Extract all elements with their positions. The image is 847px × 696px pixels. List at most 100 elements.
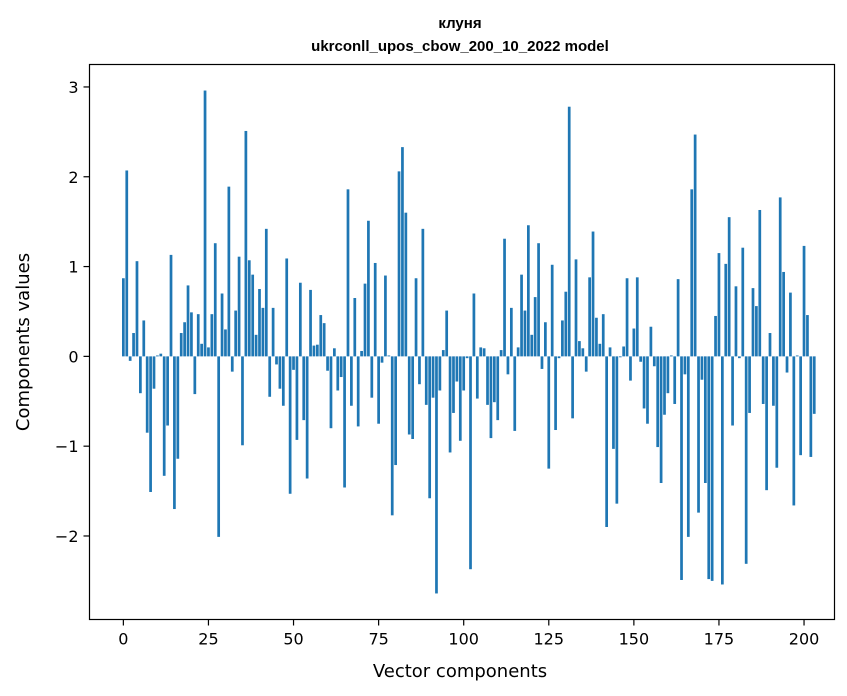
bar xyxy=(629,356,632,381)
bar xyxy=(200,343,203,357)
bar xyxy=(554,356,557,431)
bar xyxy=(486,356,489,405)
bar xyxy=(768,333,772,357)
bar xyxy=(244,130,248,357)
bar xyxy=(663,356,666,415)
bar xyxy=(683,356,687,375)
bar xyxy=(295,356,299,440)
bar xyxy=(469,356,472,570)
bar xyxy=(254,334,258,357)
bar xyxy=(312,345,316,357)
bar xyxy=(656,356,660,448)
bar xyxy=(561,320,564,357)
bar xyxy=(724,263,728,357)
bar xyxy=(329,356,333,429)
bar xyxy=(666,356,670,394)
bar xyxy=(751,288,755,357)
y-axis-ticks: −2 −1 0 1 2 3 xyxy=(55,78,90,546)
bar xyxy=(693,134,697,357)
bar xyxy=(700,356,704,380)
bar xyxy=(598,343,602,357)
bar xyxy=(622,346,626,357)
bar xyxy=(632,328,636,357)
bar xyxy=(125,170,129,357)
x-tick-label: 150 xyxy=(619,630,650,649)
bar xyxy=(748,356,751,413)
bar xyxy=(407,356,411,435)
bar xyxy=(584,356,588,372)
bar xyxy=(339,356,343,378)
bar xyxy=(795,355,799,357)
bar xyxy=(387,355,391,357)
y-tick-label: 2 xyxy=(68,168,78,187)
x-tick-label: 25 xyxy=(198,630,218,649)
bar xyxy=(520,274,523,357)
bar xyxy=(673,356,677,404)
bar xyxy=(275,356,278,365)
bar xyxy=(247,260,251,357)
bar xyxy=(639,356,643,362)
bar xyxy=(527,225,530,357)
bar xyxy=(169,254,173,357)
bar xyxy=(288,356,292,494)
bar xyxy=(530,334,534,357)
bar xyxy=(772,356,775,406)
bar xyxy=(458,356,462,441)
bar xyxy=(792,356,796,506)
bar xyxy=(193,356,197,395)
bar xyxy=(162,356,166,476)
bar xyxy=(652,356,656,367)
bar xyxy=(738,356,741,359)
bar xyxy=(373,262,377,357)
bar xyxy=(343,356,346,488)
bar xyxy=(203,90,207,357)
bar xyxy=(492,356,496,403)
bar xyxy=(540,356,544,369)
bar xyxy=(809,356,813,457)
chart-title: клуня xyxy=(438,15,481,32)
bar xyxy=(401,147,404,357)
bar xyxy=(152,356,156,389)
bar xyxy=(625,278,629,357)
bar xyxy=(435,356,438,594)
bar xyxy=(557,356,561,359)
bar xyxy=(142,320,146,357)
bar xyxy=(258,289,261,357)
bar xyxy=(326,356,329,371)
bar xyxy=(731,356,734,426)
bar xyxy=(135,261,139,357)
y-tick-label: 0 xyxy=(68,347,78,366)
bar xyxy=(734,286,738,357)
bar xyxy=(377,356,380,424)
y-tick-label: −1 xyxy=(55,437,79,456)
bar xyxy=(241,356,244,446)
bar xyxy=(319,315,323,357)
bar xyxy=(581,348,585,357)
bar xyxy=(370,356,374,398)
bar xyxy=(424,356,428,405)
bar xyxy=(765,356,768,491)
bar xyxy=(183,322,186,357)
bar xyxy=(292,356,295,370)
bar xyxy=(411,356,415,439)
bar xyxy=(741,247,745,357)
bar xyxy=(305,356,309,479)
x-tick-label: 75 xyxy=(368,630,388,649)
bar xyxy=(261,307,265,357)
bar xyxy=(227,186,231,357)
bar xyxy=(513,356,517,431)
bar xyxy=(336,356,340,391)
bar xyxy=(472,293,476,357)
bar xyxy=(775,356,779,468)
bar xyxy=(669,355,673,357)
bar xyxy=(346,189,350,357)
y-axis-label: Components values xyxy=(13,253,34,431)
bar xyxy=(285,258,289,357)
bar xyxy=(482,348,486,357)
bar xyxy=(523,310,527,357)
bar xyxy=(217,356,221,537)
bar xyxy=(145,356,149,433)
bar xyxy=(595,317,598,357)
x-tick-label: 0 xyxy=(118,630,128,649)
bar xyxy=(649,326,653,357)
